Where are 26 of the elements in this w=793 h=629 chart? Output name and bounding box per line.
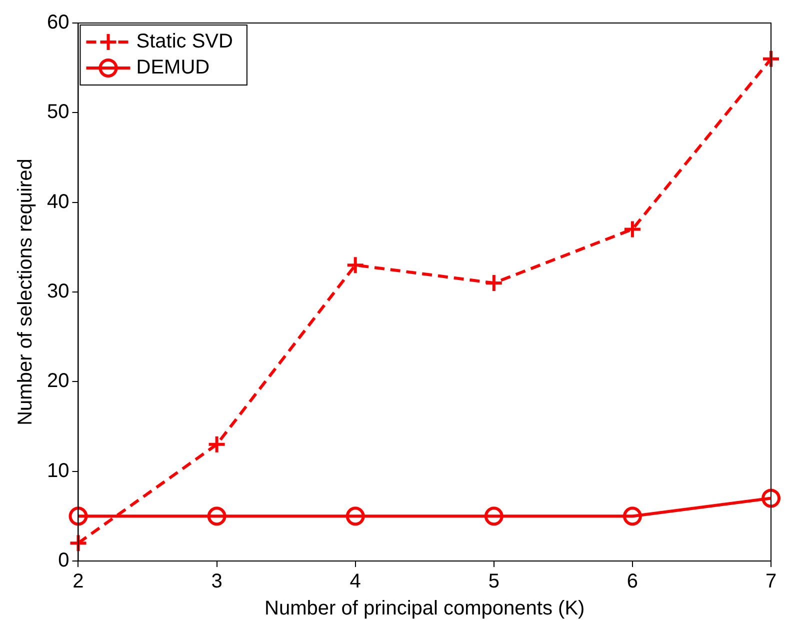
point (346, 506, 365, 526)
point (762, 488, 780, 508)
y-tick-label: 40 (46, 190, 70, 213)
x-tick-label: 6 (626, 570, 638, 593)
y-tick-label: 0 (58, 550, 70, 572)
y-tick-label: 20 (46, 370, 70, 392)
x-tick-label: 2 (72, 570, 84, 593)
point (68, 506, 88, 526)
legend-label: Static SVD (136, 30, 233, 53)
point (207, 506, 226, 526)
y-tick-label: 10 (46, 460, 70, 482)
x-tick-label: 7 (765, 570, 777, 593)
point (622, 220, 642, 239)
y-tick-label: 60 (46, 12, 70, 34)
point (207, 434, 226, 454)
point (484, 506, 504, 526)
x-axis-title: Number of principal components (K) (264, 598, 585, 620)
y-axis-title: Number of selections required (14, 158, 37, 426)
x-tick-label: 5 (488, 570, 500, 593)
point (346, 256, 365, 275)
legend-label: DEMUD (136, 56, 210, 79)
x-tick-label: 4 (350, 570, 361, 593)
y-tick-label: 50 (46, 101, 70, 124)
point (622, 506, 642, 526)
x-tick-label: 3 (211, 570, 222, 593)
y-tick-label: 30 (46, 280, 70, 303)
